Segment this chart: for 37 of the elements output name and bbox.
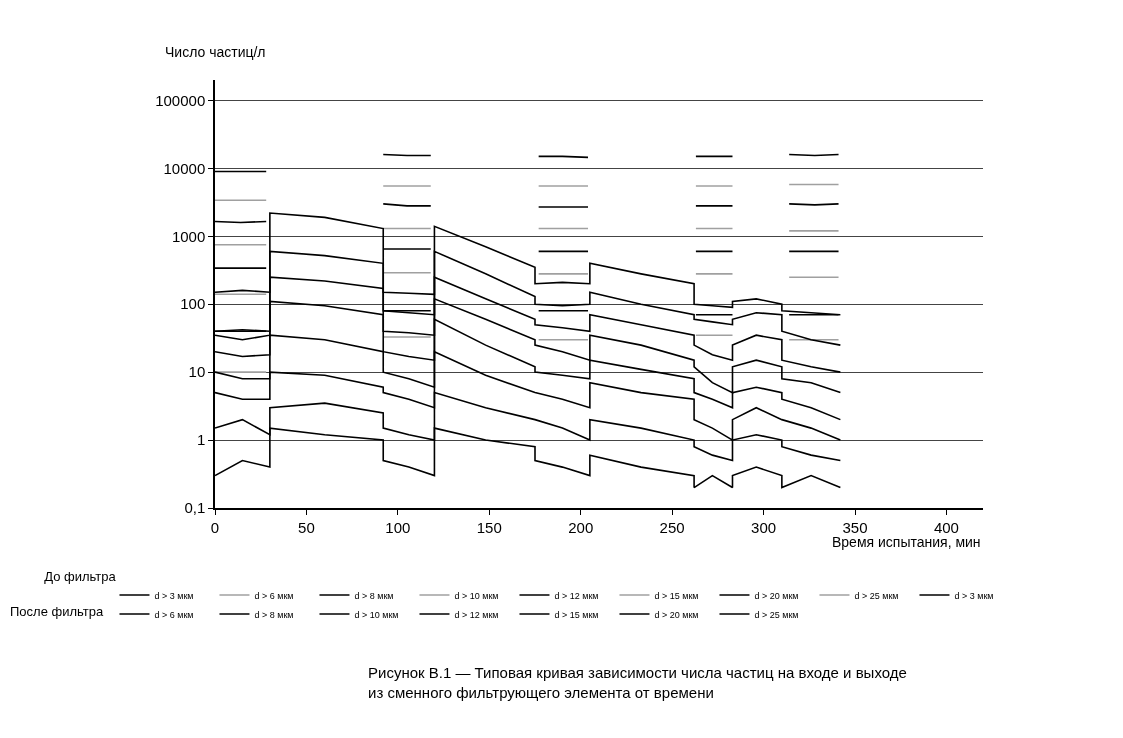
legend-label: d > 6 мкм	[154, 609, 194, 620]
legend-label: d > 10 мкм	[454, 590, 499, 601]
legend-label: d > 20 мкм	[654, 609, 699, 620]
x-tick-label: 200	[568, 518, 594, 536]
legend-label: d > 8 мкм	[254, 609, 294, 620]
legend-label: d > 3 мкм	[954, 590, 994, 601]
y-tick-label: 100	[180, 295, 206, 313]
legend-label: d > 8 мкм	[354, 590, 394, 601]
legend-label: d > 20 мкм	[754, 590, 799, 601]
y-tick-label: 100000	[155, 91, 206, 109]
x-tick-label: 50	[298, 518, 315, 536]
legend-label: d > 25 мкм	[754, 609, 799, 620]
legend-label: d > 15 мкм	[554, 609, 599, 620]
x-tick-label: 0	[210, 518, 220, 536]
x-axis-title: Время испытания, мин	[832, 534, 981, 550]
legend-label: d > 15 мкм	[654, 590, 699, 601]
legend-title: До фильтра	[44, 568, 117, 584]
x-tick-label: 100	[385, 518, 411, 536]
text: Рисунок В.1 — Типовая кривая зависимости числа частиц на входе и выходе из сменного фильтрующего элемента от времени	[368, 664, 907, 701]
legend-label: d > 3 мкм	[154, 590, 194, 601]
y-tick-label: 1	[196, 431, 206, 449]
legend-label: d > 10 мкм	[354, 609, 399, 620]
x-tick-label: 300	[751, 518, 777, 536]
x-tick-label: 250	[659, 518, 685, 536]
legend-label: d > 12 мкм	[554, 590, 599, 601]
y-tick-label: 1000	[171, 227, 206, 245]
y-tick-label: 10000	[163, 159, 206, 177]
legend-label: d > 12 мкм	[454, 609, 499, 620]
text: После фильтра	[10, 604, 104, 619]
legend-label: d > 6 мкм	[254, 590, 294, 601]
y-tick-label: 0,1	[184, 499, 206, 517]
x-tick-label: 350	[842, 518, 868, 536]
y-axis-title: Число частиц/л	[165, 44, 266, 60]
x-tick-label: 400	[933, 518, 959, 536]
legend-label: d > 25 мкм	[854, 590, 899, 601]
y-tick-label: 10	[188, 363, 206, 381]
x-tick-label: 150	[476, 518, 502, 536]
